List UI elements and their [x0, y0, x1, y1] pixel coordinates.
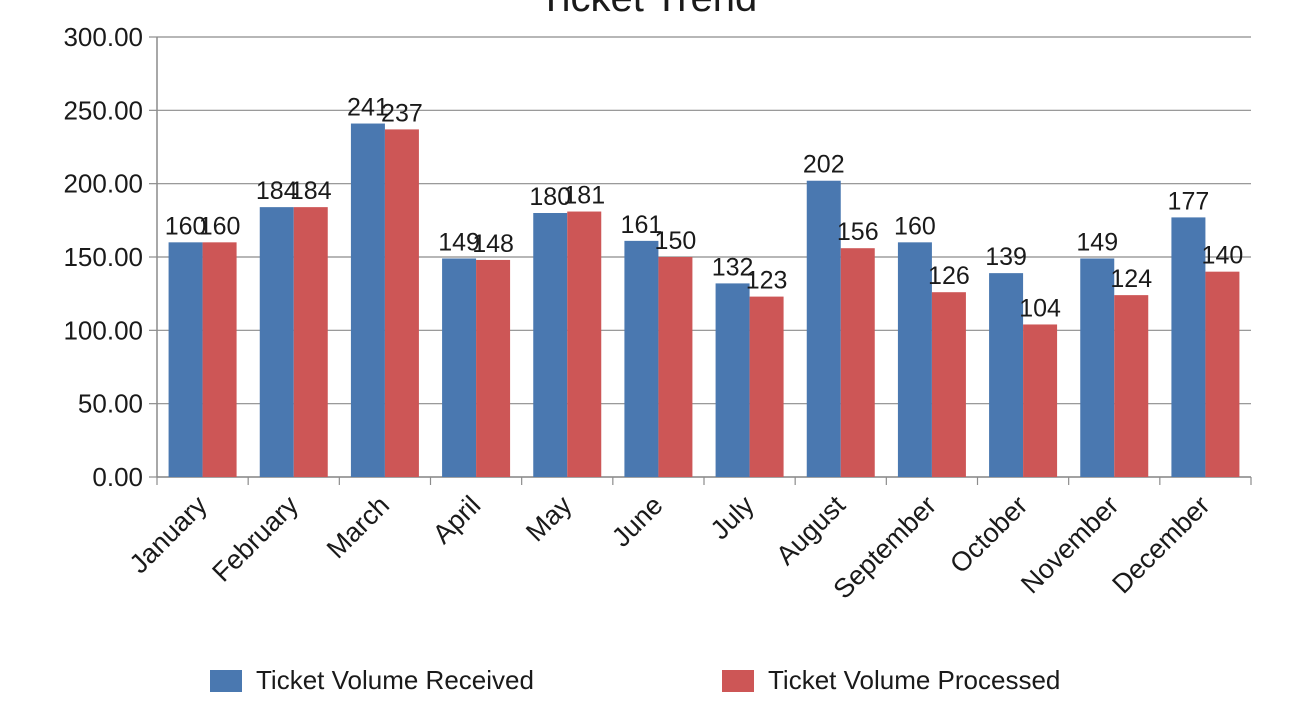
bar-received: [715, 283, 750, 477]
bar-received: [1171, 217, 1206, 477]
chart-title: Ticket Trend: [0, 0, 1296, 18]
legend-swatch-processed: [722, 669, 754, 692]
x-tick-label: December: [1106, 490, 1215, 599]
bar-processed: [384, 129, 419, 477]
legend: Ticket Volume Received Ticket Volume Pro…: [0, 665, 1296, 701]
x-tick-label: August: [770, 490, 851, 571]
bar-received: [624, 240, 659, 477]
data-label: 180: [529, 183, 571, 211]
bar-processed: [1205, 271, 1240, 477]
legend-item-processed: Ticket Volume Processed: [722, 665, 1060, 696]
x-tick-label: March: [321, 490, 395, 564]
data-label: 241: [347, 94, 389, 122]
y-tick-label: 200.00: [63, 169, 143, 199]
y-tick-label: 300.00: [63, 22, 143, 52]
data-label: 181: [563, 182, 605, 210]
bar-received: [806, 180, 841, 477]
legend-item-received: Ticket Volume Received: [210, 665, 534, 696]
data-label: 150: [655, 227, 697, 255]
data-label: 202: [803, 151, 845, 179]
bar-processed: [1114, 295, 1149, 477]
y-tick-label: 150.00: [63, 242, 143, 272]
data-label: 140: [1202, 242, 1244, 270]
y-tick-label: 250.00: [63, 95, 143, 125]
bar-processed: [840, 248, 875, 477]
bar-processed: [658, 257, 693, 477]
bar-processed: [749, 296, 784, 477]
bar-chart: 0.00 50.00 100.00 150.00 200.00 250.00 300.00 1…: [63, 22, 1252, 605]
data-label: 126: [928, 262, 970, 290]
data-label: 184: [256, 177, 298, 205]
data-label: 132: [712, 253, 754, 281]
bar-received: [989, 273, 1024, 477]
bar-processed: [567, 211, 602, 478]
bar-processed: [476, 259, 511, 477]
legend-swatch-received: [210, 669, 242, 692]
bar-processed: [202, 242, 237, 477]
data-label: 160: [894, 212, 936, 240]
legend-label-processed: Ticket Volume Processed: [768, 665, 1061, 695]
data-label: 123: [746, 267, 788, 295]
x-tick-label: November: [1015, 490, 1124, 599]
bar-processed: [293, 207, 328, 477]
legend-label-received: Ticket Volume Received: [256, 665, 534, 695]
data-label: 237: [381, 99, 423, 127]
x-tick-label: June: [606, 490, 669, 553]
data-label: 139: [985, 243, 1027, 271]
data-label: 177: [1168, 187, 1210, 215]
bar-received: [168, 242, 203, 477]
data-label: 148: [472, 230, 514, 258]
data-label: 184: [290, 177, 332, 205]
x-tick-label: February: [206, 490, 304, 588]
bar-received: [897, 242, 932, 477]
data-label: 156: [837, 218, 879, 246]
y-tick-label: 50.00: [78, 389, 143, 419]
x-tick-label: January: [124, 490, 213, 579]
x-tick-label: May: [520, 490, 578, 548]
x-tick-label: April: [427, 490, 486, 549]
bar-processed: [1023, 324, 1058, 477]
bar-processed: [931, 292, 966, 477]
x-tick-label: October: [944, 490, 1033, 579]
data-label: 124: [1110, 265, 1152, 293]
data-label: 149: [1076, 228, 1118, 256]
data-label: 161: [621, 211, 663, 239]
bar-received: [350, 123, 385, 478]
bar-received: [442, 258, 477, 477]
data-label: 160: [199, 212, 241, 240]
bar-received: [259, 207, 294, 477]
bar-received: [533, 213, 568, 477]
data-label: 160: [165, 212, 207, 240]
bar-received: [1080, 258, 1115, 477]
data-label: 149: [438, 228, 480, 256]
y-tick-label: 0.00: [92, 462, 143, 492]
x-tick-label: July: [705, 490, 761, 546]
data-label: 104: [1019, 294, 1061, 322]
y-tick-label: 100.00: [63, 315, 143, 345]
